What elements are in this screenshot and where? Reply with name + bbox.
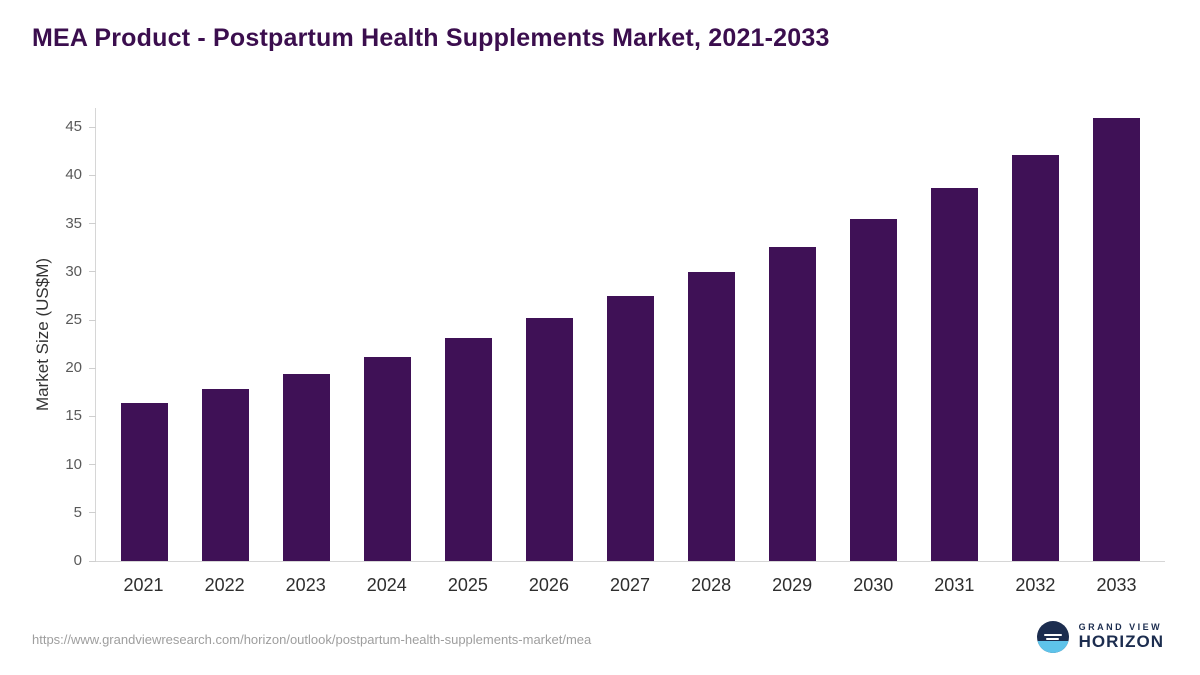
bar-2030 — [850, 218, 897, 561]
bar-2024 — [364, 356, 411, 561]
bar-slot — [995, 108, 1076, 561]
y-tick-label: 45 — [65, 118, 82, 136]
bar-slot — [347, 108, 428, 561]
x-axis-label-2032: 2032 — [1015, 575, 1056, 595]
bar-2028 — [688, 271, 735, 561]
bar-2032 — [1012, 155, 1059, 561]
x-axis-labels: 2021 2022 2023 2024 2025 2026 2027 2028 2029 2030… — [95, 561, 1165, 603]
x-axis-label-2024: 2024 — [366, 575, 407, 595]
y-tick-mark — [89, 126, 96, 128]
y-tick-mark — [89, 512, 96, 514]
bar-slot — [266, 108, 347, 561]
y-tick-label: 40 — [65, 166, 82, 184]
brand-name-top: GRAND VIEW — [1078, 622, 1163, 633]
bar-2025 — [445, 338, 492, 561]
bar-slot — [1076, 108, 1157, 561]
y-tick-mark — [89, 271, 96, 273]
y-tick-label: 0 — [73, 552, 82, 569]
x-axis-label-2031: 2031 — [934, 575, 975, 595]
page-title: MEA Product - Postpartum Health Suppleme… — [32, 24, 830, 52]
y-tick-label: 10 — [65, 455, 82, 473]
bar-2027 — [607, 295, 654, 561]
y-tick-label: 35 — [65, 214, 82, 232]
y-tick-mark — [89, 415, 96, 417]
bar-slot — [914, 108, 995, 561]
x-axis-label-2022: 2022 — [204, 575, 245, 595]
source-url: https://www.grandviewresearch.com/horizo… — [32, 632, 592, 647]
x-axis-label-2030: 2030 — [853, 575, 894, 595]
horizon-logo-icon — [1036, 621, 1069, 653]
x-axis-label-2027: 2027 — [609, 575, 651, 595]
y-tick-label: 5 — [73, 503, 82, 521]
bar-2029 — [769, 246, 816, 561]
x-axis-label-2021: 2021 — [123, 575, 164, 595]
bar-slot — [590, 108, 671, 561]
x-axis-label-2029: 2029 — [772, 575, 813, 595]
y-tick-mark — [89, 367, 96, 369]
x-axis-label-2028: 2028 — [691, 575, 732, 595]
bar-slot — [104, 108, 185, 561]
bar-chart: Market Size (US$M) 0 5 10 15 20 25 30 35 40 45 20… — [30, 108, 1170, 606]
brand-logo-text: GRAND VIEW HORIZON — [1079, 622, 1164, 652]
brand-logo: GRAND VIEW HORIZON — [1036, 621, 1164, 653]
bar-2026 — [526, 318, 573, 561]
y-tick-mark — [89, 174, 96, 176]
y-tick-mark — [89, 464, 96, 466]
y-tick-label: 25 — [65, 311, 82, 329]
plot-area: 0 5 10 15 20 25 30 35 40 45 — [65, 108, 1165, 569]
bar-slot — [428, 108, 509, 561]
y-tick-label: 30 — [65, 262, 82, 280]
bar-slot — [509, 108, 590, 561]
x-axis-label-2023: 2023 — [285, 575, 326, 595]
x-axis-label-2033: 2033 — [1096, 575, 1137, 595]
y-tick-mark — [89, 560, 96, 562]
y-tick-label: 15 — [65, 407, 82, 425]
bar-slot — [185, 108, 266, 561]
bar-slot — [752, 108, 833, 561]
bar-2022 — [202, 389, 249, 561]
bar-2033 — [1093, 117, 1140, 561]
x-axis-label-2026: 2026 — [528, 575, 569, 595]
bars-container — [96, 108, 1165, 561]
y-tick-mark — [89, 319, 96, 321]
x-axis-label-2025: 2025 — [447, 575, 488, 595]
bar-2023 — [283, 374, 330, 561]
y-tick-mark — [89, 223, 96, 225]
bar-slot — [833, 108, 914, 561]
y-tick-label: 20 — [65, 359, 82, 377]
brand-name-bottom: HORIZON — [1078, 632, 1164, 652]
bar-2031 — [931, 188, 978, 561]
bar-slot — [671, 108, 752, 561]
bar-2021 — [121, 402, 168, 561]
